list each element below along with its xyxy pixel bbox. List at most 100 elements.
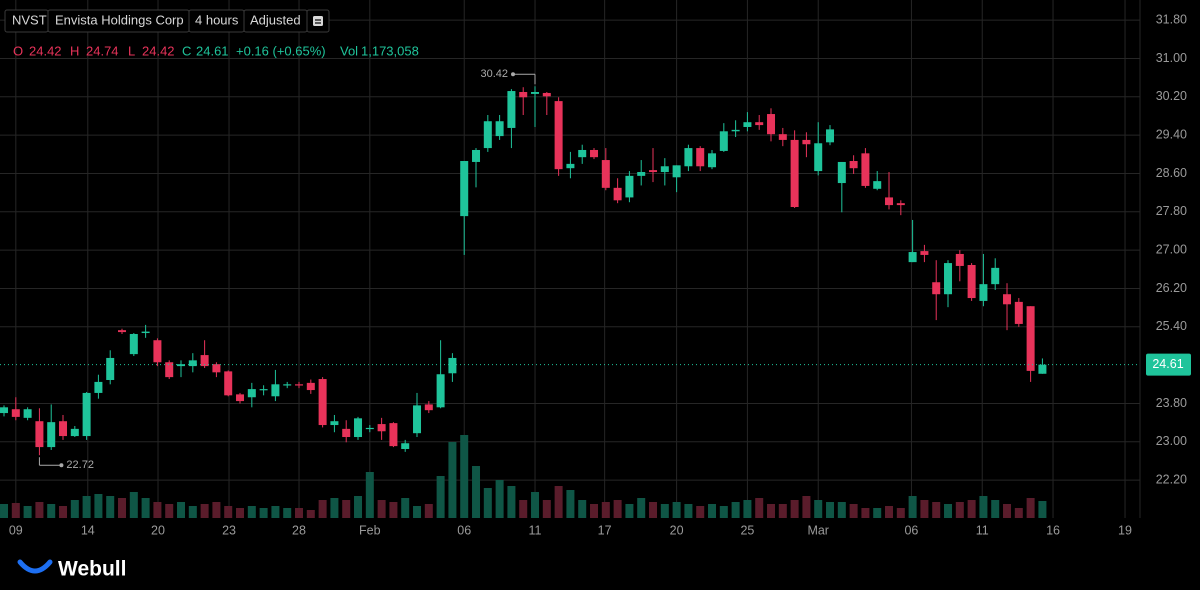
volume-bar <box>283 508 292 518</box>
y-tick-label: 27.00 <box>1156 242 1187 256</box>
candle-body <box>106 357 115 380</box>
candle-body <box>495 121 504 137</box>
candle-body <box>153 340 162 363</box>
ohlc-label: L <box>128 43 135 58</box>
volume-bar <box>519 500 528 518</box>
volume-bar <box>554 486 563 518</box>
volume-bar <box>365 472 374 518</box>
candle-body <box>778 134 787 140</box>
candle-body <box>47 422 56 448</box>
menu-icon[interactable] <box>313 16 323 26</box>
brand-logo: Webull <box>17 558 126 581</box>
company-name[interactable]: Envista Holdings Corp <box>55 12 184 27</box>
annotation-layer: 24.61 30.42 22.72 <box>0 68 1191 471</box>
volume-bar <box>1038 500 1047 518</box>
candle-body <box>578 149 587 158</box>
volume-bar <box>118 498 127 518</box>
candle-body <box>684 148 693 167</box>
candle-body <box>849 161 858 169</box>
volume-bar <box>306 510 315 518</box>
volume-bar <box>318 500 327 518</box>
last-price-label: 24.61 <box>1152 357 1183 371</box>
x-tick-label: 06 <box>904 523 918 537</box>
volume-bar <box>413 506 422 518</box>
y-tick-label: 23.00 <box>1156 434 1187 448</box>
volume-bar <box>106 496 115 518</box>
y-tick-label: 31.80 <box>1156 12 1187 26</box>
volume-bar <box>814 500 823 518</box>
volume-bar <box>153 502 162 518</box>
x-tick-label: 16 <box>1046 523 1060 537</box>
volume-bar <box>849 504 858 518</box>
volume-bar <box>1014 508 1023 518</box>
volume-bar <box>295 508 304 518</box>
min-marker-dot <box>59 463 64 468</box>
volume-bar <box>885 506 894 518</box>
candle-body <box>460 161 469 217</box>
volume-bar <box>259 508 268 518</box>
candle-body <box>696 148 705 167</box>
candle-body <box>932 282 941 295</box>
candle-body <box>483 121 492 149</box>
volume-bar <box>861 508 870 518</box>
volume-bar <box>224 506 233 518</box>
candle-body <box>625 175 634 198</box>
candle-body <box>436 374 445 408</box>
x-tick-label: 28 <box>292 523 306 537</box>
volume-bar <box>637 498 646 518</box>
candle-body <box>590 149 599 158</box>
candle-body <box>1038 364 1047 374</box>
volume-bar <box>0 504 9 518</box>
volume-bar <box>944 504 953 518</box>
volume-bar <box>1003 504 1012 518</box>
volume-bar <box>613 500 622 518</box>
candle-body <box>873 181 882 189</box>
candle-body <box>767 114 776 135</box>
candle-body <box>507 91 516 128</box>
candle-body <box>731 129 740 132</box>
volume-bar <box>188 506 197 518</box>
candle-body <box>306 382 315 391</box>
candle-body <box>389 423 398 447</box>
x-tick-label: 14 <box>81 523 95 537</box>
candle-body <box>660 166 669 173</box>
candle-body <box>708 153 717 168</box>
volume-bar <box>11 503 20 518</box>
candle-body <box>424 404 433 411</box>
volume-bar <box>1026 498 1035 518</box>
candle-body <box>118 330 127 333</box>
candle-body <box>1003 294 1012 305</box>
candle-body <box>94 381 103 393</box>
candle-body <box>814 143 823 172</box>
candle-body <box>802 139 811 145</box>
volume-bar <box>979 496 988 518</box>
candle-body <box>649 170 658 173</box>
volume-bar <box>778 504 787 518</box>
volume-bar <box>955 502 964 518</box>
candle-body <box>967 264 976 299</box>
volume-bar <box>377 500 386 518</box>
x-tick-label: Feb <box>359 523 381 537</box>
interval[interactable]: 4 hours <box>195 12 239 27</box>
volume-bar <box>542 500 551 518</box>
volume-bar <box>660 504 669 518</box>
candle-body <box>188 360 197 367</box>
volume-bar <box>165 504 174 518</box>
volume-bar <box>708 504 717 518</box>
symbol[interactable]: NVST <box>12 12 47 27</box>
candle-body <box>377 424 386 432</box>
candle-body <box>885 197 894 206</box>
min-marker-label: 22.72 <box>66 459 94 471</box>
adjustment[interactable]: Adjusted <box>250 12 301 27</box>
volume-bar <box>837 502 846 518</box>
y-tick-label: 30.20 <box>1156 89 1187 103</box>
candle-body <box>212 364 221 373</box>
candle-body <box>70 428 79 437</box>
volume-layer <box>0 435 1047 518</box>
x-tick-label: 11 <box>976 523 989 537</box>
candle-body <box>519 92 528 98</box>
x-tick-label: 20 <box>151 523 165 537</box>
x-tick-label: 17 <box>598 523 612 537</box>
last-price-box <box>1146 353 1191 376</box>
y-tick-label: 26.20 <box>1156 281 1187 295</box>
